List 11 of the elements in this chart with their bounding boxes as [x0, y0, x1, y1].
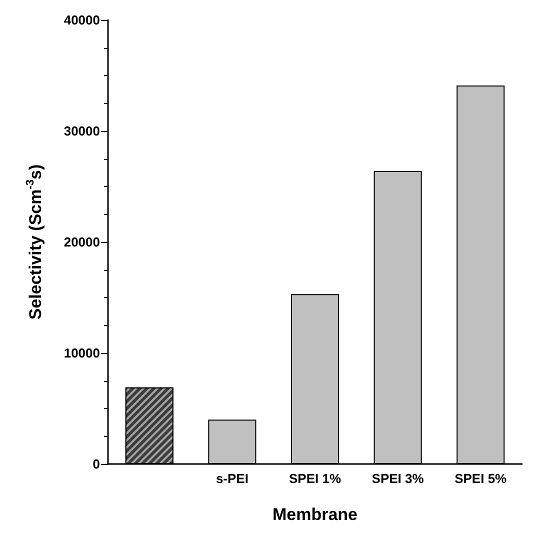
- x-tick-label: s-PEI: [216, 471, 248, 486]
- y-tick-label: 20000: [64, 234, 100, 250]
- y-tick-label: 40000: [64, 12, 100, 28]
- y-tick-label: 30000: [64, 124, 100, 138]
- x-tick-label: SPEI 1%: [288, 471, 342, 486]
- y-tick-label: 0: [92, 456, 100, 472]
- y-tick-label: 10000: [64, 346, 100, 360]
- x-axis-title: Membrane: [272, 505, 358, 524]
- x-tick-label: SPEI 3%: [372, 471, 424, 486]
- y-axis-title: Selectivity (Scm-3s): [24, 164, 45, 320]
- x-tick-label: SPEI 5%: [454, 471, 508, 486]
